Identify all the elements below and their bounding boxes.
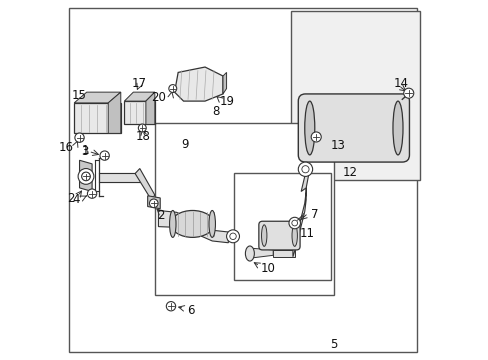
Ellipse shape (261, 225, 266, 246)
Circle shape (82, 172, 90, 180)
Bar (290, 12, 419, 180)
Circle shape (87, 189, 97, 198)
Polygon shape (80, 160, 92, 192)
Text: 5: 5 (330, 338, 337, 351)
Polygon shape (301, 173, 308, 192)
Circle shape (288, 217, 300, 229)
Text: 7: 7 (310, 208, 318, 221)
Polygon shape (99, 173, 140, 182)
Circle shape (166, 302, 175, 311)
Polygon shape (273, 250, 294, 257)
Circle shape (310, 132, 321, 142)
Circle shape (75, 133, 84, 142)
FancyBboxPatch shape (258, 221, 300, 250)
Circle shape (168, 85, 176, 93)
Polygon shape (124, 92, 155, 101)
Polygon shape (145, 92, 155, 125)
Circle shape (138, 124, 146, 132)
Ellipse shape (392, 101, 402, 155)
Text: 2: 2 (66, 192, 74, 205)
Circle shape (100, 151, 109, 160)
FancyBboxPatch shape (74, 103, 121, 134)
Text: 15: 15 (72, 89, 86, 102)
Text: 16: 16 (59, 141, 74, 154)
Polygon shape (292, 187, 305, 257)
Polygon shape (249, 248, 273, 258)
Text: 2: 2 (157, 210, 165, 222)
Circle shape (81, 172, 90, 181)
Text: 6: 6 (187, 305, 194, 318)
Circle shape (291, 220, 297, 226)
Circle shape (78, 168, 94, 184)
Polygon shape (108, 92, 121, 134)
Circle shape (403, 88, 413, 98)
Polygon shape (147, 196, 160, 209)
Ellipse shape (171, 211, 214, 237)
Circle shape (229, 233, 236, 239)
FancyBboxPatch shape (298, 94, 408, 162)
Polygon shape (135, 168, 155, 200)
Bar (233, 173, 330, 280)
Circle shape (298, 162, 312, 176)
Text: 9: 9 (181, 138, 188, 150)
Text: 10: 10 (260, 262, 275, 275)
Text: 14: 14 (392, 77, 407, 90)
Text: 1: 1 (82, 144, 89, 157)
Text: 3: 3 (81, 145, 88, 158)
Ellipse shape (169, 211, 176, 237)
Text: 12: 12 (342, 166, 357, 179)
Ellipse shape (304, 101, 314, 155)
Polygon shape (174, 67, 223, 101)
Polygon shape (74, 92, 121, 103)
Text: 20: 20 (151, 91, 166, 104)
Text: 17: 17 (131, 77, 146, 90)
Text: 4: 4 (72, 193, 80, 206)
Bar (155, 123, 333, 295)
Text: 11: 11 (300, 227, 314, 240)
FancyBboxPatch shape (124, 101, 155, 125)
Polygon shape (158, 211, 228, 243)
Ellipse shape (291, 225, 297, 246)
Circle shape (149, 199, 158, 208)
Text: 19: 19 (220, 95, 235, 108)
Circle shape (226, 230, 239, 243)
Polygon shape (223, 72, 226, 94)
Text: 13: 13 (330, 139, 345, 152)
Text: 8: 8 (212, 105, 219, 118)
Ellipse shape (208, 211, 215, 237)
Ellipse shape (245, 246, 254, 261)
Circle shape (301, 166, 308, 173)
Text: 18: 18 (136, 130, 150, 143)
